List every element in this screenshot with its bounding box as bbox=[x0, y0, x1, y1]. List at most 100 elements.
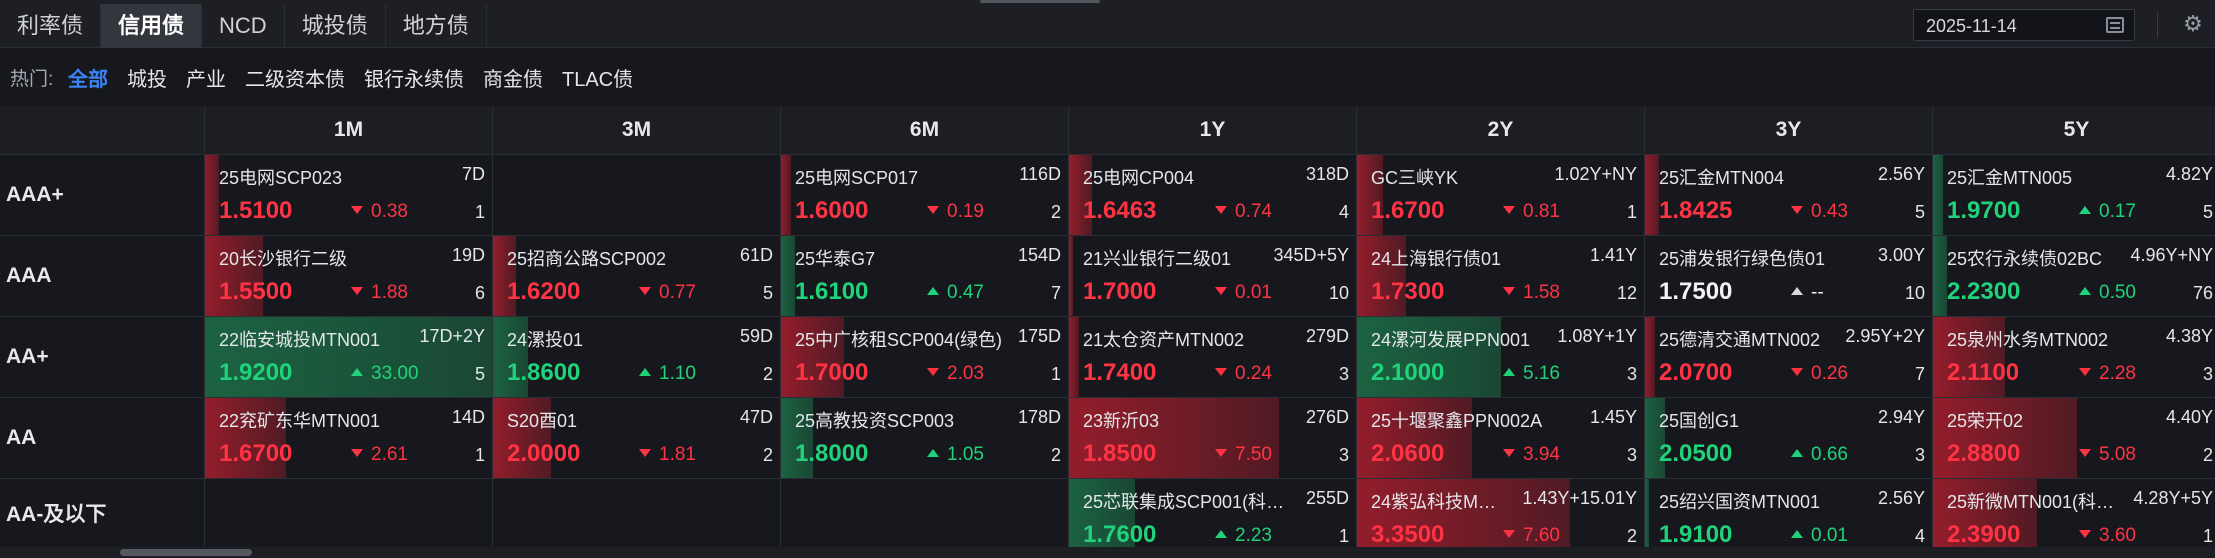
bond-name[interactable]: 21太仓资产MTN002 bbox=[1083, 330, 1245, 350]
bond-cell[interactable]: 21兴业银行二级01 345D+5Y 1.7000 0.01 10 bbox=[1068, 235, 1356, 316]
column-header-3m[interactable]: 3M bbox=[492, 106, 780, 154]
hot-filter-4[interactable]: 银行永续债 bbox=[364, 69, 464, 91]
bond-cell[interactable]: 25电网SCP023 7D 1.5100 0.38 1 bbox=[204, 154, 492, 235]
bond-name[interactable]: 24紫弘科技MTN001 bbox=[1371, 492, 1503, 512]
bond-count: 6 bbox=[474, 283, 485, 303]
gear-icon[interactable]: ⚙ bbox=[2183, 11, 2203, 36]
bond-name[interactable]: S20酉01 bbox=[507, 411, 578, 431]
hot-filter-5[interactable]: 商金债 bbox=[483, 69, 543, 91]
bond-name[interactable]: 24漯投01 bbox=[507, 330, 584, 350]
bond-count: 10 bbox=[1328, 283, 1349, 303]
change-intensity-bar bbox=[493, 317, 528, 397]
bond-change: 3.60 bbox=[2079, 525, 2136, 547]
bond-name[interactable]: 25农行永续债02BC bbox=[1947, 249, 2103, 269]
bond-cell[interactable]: 25电网SCP017 116D 1.6000 0.19 2 bbox=[780, 154, 1068, 235]
bond-name[interactable]: 25绍兴国资MTN001 bbox=[1659, 492, 1821, 512]
bond-term: 1.43Y+15.01Y bbox=[1522, 488, 1637, 508]
hot-filter-2[interactable]: 产业 bbox=[186, 69, 226, 91]
bond-cell[interactable]: 25新微MTN001(科创票据) 4.28Y+5Y 2.3900 3.60 1 bbox=[1932, 478, 2215, 547]
bond-cell[interactable]: 25国创G1 2.94Y 2.0500 0.66 3 bbox=[1644, 397, 1932, 478]
bond-cell[interactable]: 22临安城投MTN001 17D+2Y 1.9200 33.00 5 bbox=[204, 316, 492, 397]
column-header-6m[interactable]: 6M bbox=[780, 106, 1068, 154]
tab-3[interactable]: 城投债 bbox=[285, 4, 386, 48]
bond-name[interactable]: 25招商公路SCP002 bbox=[507, 249, 667, 269]
bond-cell[interactable]: 22兖矿东华MTN001 14D 1.6700 2.61 1 bbox=[204, 397, 492, 478]
drag-handle[interactable] bbox=[980, 0, 1100, 3]
bond-cell[interactable]: 25汇金MTN004 2.56Y 1.8425 0.43 5 bbox=[1644, 154, 1932, 235]
bond-name[interactable]: 25高教投资SCP003 bbox=[795, 411, 955, 431]
column-header-1m[interactable]: 1M bbox=[204, 106, 492, 154]
bond-yield: 1.6000 bbox=[795, 197, 869, 224]
tab-1[interactable]: 信用债 bbox=[101, 4, 203, 48]
bond-cell[interactable]: 25农行永续债02BC 4.96Y+NY 2.2300 0.50 76 bbox=[1932, 235, 2215, 316]
bond-name[interactable]: 25中广核租SCP004(绿色) bbox=[795, 330, 1003, 350]
bond-cell[interactable]: 24紫弘科技MTN001 1.43Y+15.01Y 3.3500 7.60 2 bbox=[1356, 478, 1644, 547]
calendar-icon[interactable] bbox=[2106, 17, 2124, 33]
tab-0[interactable]: 利率债 bbox=[0, 4, 102, 48]
bond-name[interactable]: 25华泰G7 bbox=[795, 249, 876, 269]
bond-name[interactable]: 23新沂03 bbox=[1083, 411, 1160, 431]
bond-name[interactable]: 25芯联集成SCP001(科创票据) bbox=[1083, 492, 1299, 512]
bond-cell[interactable]: 25华泰G7 154D 1.6100 0.47 7 bbox=[780, 235, 1068, 316]
bond-name[interactable]: 22兖矿东华MTN001 bbox=[219, 411, 381, 431]
bond-cell[interactable]: 23新沂03 276D 1.8500 7.50 3 bbox=[1068, 397, 1356, 478]
bond-cell[interactable]: 25电网CP004 318D 1.6463 0.74 4 bbox=[1068, 154, 1356, 235]
column-header-3y[interactable]: 3Y bbox=[1644, 106, 1932, 154]
bond-cell[interactable]: 25绍兴国资MTN001 2.56Y 1.9100 0.01 4 bbox=[1644, 478, 1932, 547]
hot-filter-3[interactable]: 二级资本债 bbox=[245, 69, 345, 91]
bond-name[interactable]: 24上海银行债01 bbox=[1371, 249, 1502, 269]
hot-filter-0[interactable]: 全部 bbox=[68, 69, 108, 91]
bond-cell[interactable]: 25高教投资SCP003 178D 1.8000 1.05 2 bbox=[780, 397, 1068, 478]
bond-yield: 1.6463 bbox=[1083, 197, 1157, 224]
bond-name[interactable]: 22临安城投MTN001 bbox=[219, 330, 381, 350]
column-header-2y[interactable]: 2Y bbox=[1356, 106, 1644, 154]
bond-name[interactable]: 25汇金MTN004 bbox=[1659, 168, 1785, 188]
bond-cell[interactable]: 21太仓资产MTN002 279D 1.7400 0.24 3 bbox=[1068, 316, 1356, 397]
bond-cell[interactable]: 25浦发银行绿色债01 3.00Y 1.7500 -- 10 bbox=[1644, 235, 1932, 316]
bond-name[interactable]: 25荣开02 bbox=[1947, 411, 2024, 431]
bond-name[interactable]: 25电网SCP017 bbox=[795, 168, 919, 188]
date-value[interactable]: 2025-11-14 bbox=[1926, 16, 2017, 36]
bond-cell[interactable]: 25泉州水务MTN002 4.38Y 2.1100 2.28 3 bbox=[1932, 316, 2215, 397]
bond-cell[interactable]: 25德清交通MTN002 2.95Y+2Y 2.0700 0.26 7 bbox=[1644, 316, 1932, 397]
bond-cell[interactable]: 25荣开02 4.40Y 2.8800 5.08 2 bbox=[1932, 397, 2215, 478]
bond-cell[interactable]: 20长沙银行二级 19D 1.5500 1.88 6 bbox=[204, 235, 492, 316]
column-header-1y[interactable]: 1Y bbox=[1068, 106, 1356, 154]
bond-cell[interactable]: 25汇金MTN005 4.82Y 1.9700 0.17 5 bbox=[1932, 154, 2215, 235]
scrollbar-thumb[interactable] bbox=[120, 549, 252, 556]
bond-name[interactable]: 25泉州水务MTN002 bbox=[1947, 330, 2109, 350]
bond-name[interactable]: 21兴业银行二级01 bbox=[1083, 249, 1232, 269]
tab-4[interactable]: 地方债 bbox=[386, 4, 487, 48]
bond-name[interactable]: GC三峡YK bbox=[1371, 168, 1459, 188]
hot-filter-6[interactable]: TLAC债 bbox=[562, 69, 634, 91]
bond-name[interactable]: 24漯河发展PPN001 bbox=[1371, 330, 1531, 350]
bond-name[interactable]: 25德清交通MTN002 bbox=[1659, 330, 1821, 350]
bond-name[interactable]: 25电网SCP023 bbox=[219, 168, 343, 188]
bond-cell[interactable]: 25芯联集成SCP001(科创票据) 255D 1.7600 2.23 1 bbox=[1068, 478, 1356, 547]
column-header-5y[interactable]: 5Y bbox=[1932, 106, 2215, 154]
bond-name[interactable]: 25汇金MTN005 bbox=[1947, 168, 2073, 188]
bond-change-value: 0.26 bbox=[1811, 363, 1848, 384]
bond-cell[interactable]: 24漯投01 59D 1.8600 1.10 2 bbox=[492, 316, 780, 397]
bond-cell[interactable]: 25十堰聚鑫PPN002A 1.45Y 2.0600 3.94 3 bbox=[1356, 397, 1644, 478]
bond-cell[interactable]: GC三峡YK 1.02Y+NY 1.6700 0.81 1 bbox=[1356, 154, 1644, 235]
bond-name[interactable]: 25新微MTN001(科创票据) bbox=[1947, 492, 2121, 512]
bond-cell[interactable]: S20酉01 47D 2.0000 1.81 2 bbox=[492, 397, 780, 478]
bond-name[interactable]: 25国创G1 bbox=[1659, 411, 1740, 431]
tab-2[interactable]: NCD bbox=[202, 4, 285, 48]
bond-name[interactable]: 25电网CP004 bbox=[1083, 168, 1195, 188]
bond-name[interactable]: 25浦发银行绿色债01 bbox=[1659, 249, 1826, 269]
bond-cell[interactable]: 25招商公路SCP002 61D 1.6200 0.77 5 bbox=[492, 235, 780, 316]
bond-yield: 1.7300 bbox=[1371, 278, 1445, 305]
date-picker[interactable]: 2025-11-14 bbox=[1913, 9, 2135, 41]
hot-filter-1[interactable]: 城投 bbox=[127, 69, 167, 91]
bond-term: 59D bbox=[739, 326, 773, 346]
horizontal-scrollbar[interactable] bbox=[0, 547, 2215, 558]
change-intensity-bar bbox=[1069, 155, 1092, 235]
bond-cell[interactable]: 24上海银行债01 1.41Y 1.7300 1.58 12 bbox=[1356, 235, 1644, 316]
bond-name[interactable]: 20长沙银行二级 bbox=[219, 249, 348, 269]
bond-cell bbox=[492, 478, 780, 547]
bond-cell[interactable]: 25中广核租SCP004(绿色) 175D 1.7000 2.03 1 bbox=[780, 316, 1068, 397]
bond-name[interactable]: 25十堰聚鑫PPN002A bbox=[1371, 411, 1543, 431]
bond-cell[interactable]: 24漯河发展PPN001 1.08Y+1Y 2.1000 5.16 3 bbox=[1356, 316, 1644, 397]
